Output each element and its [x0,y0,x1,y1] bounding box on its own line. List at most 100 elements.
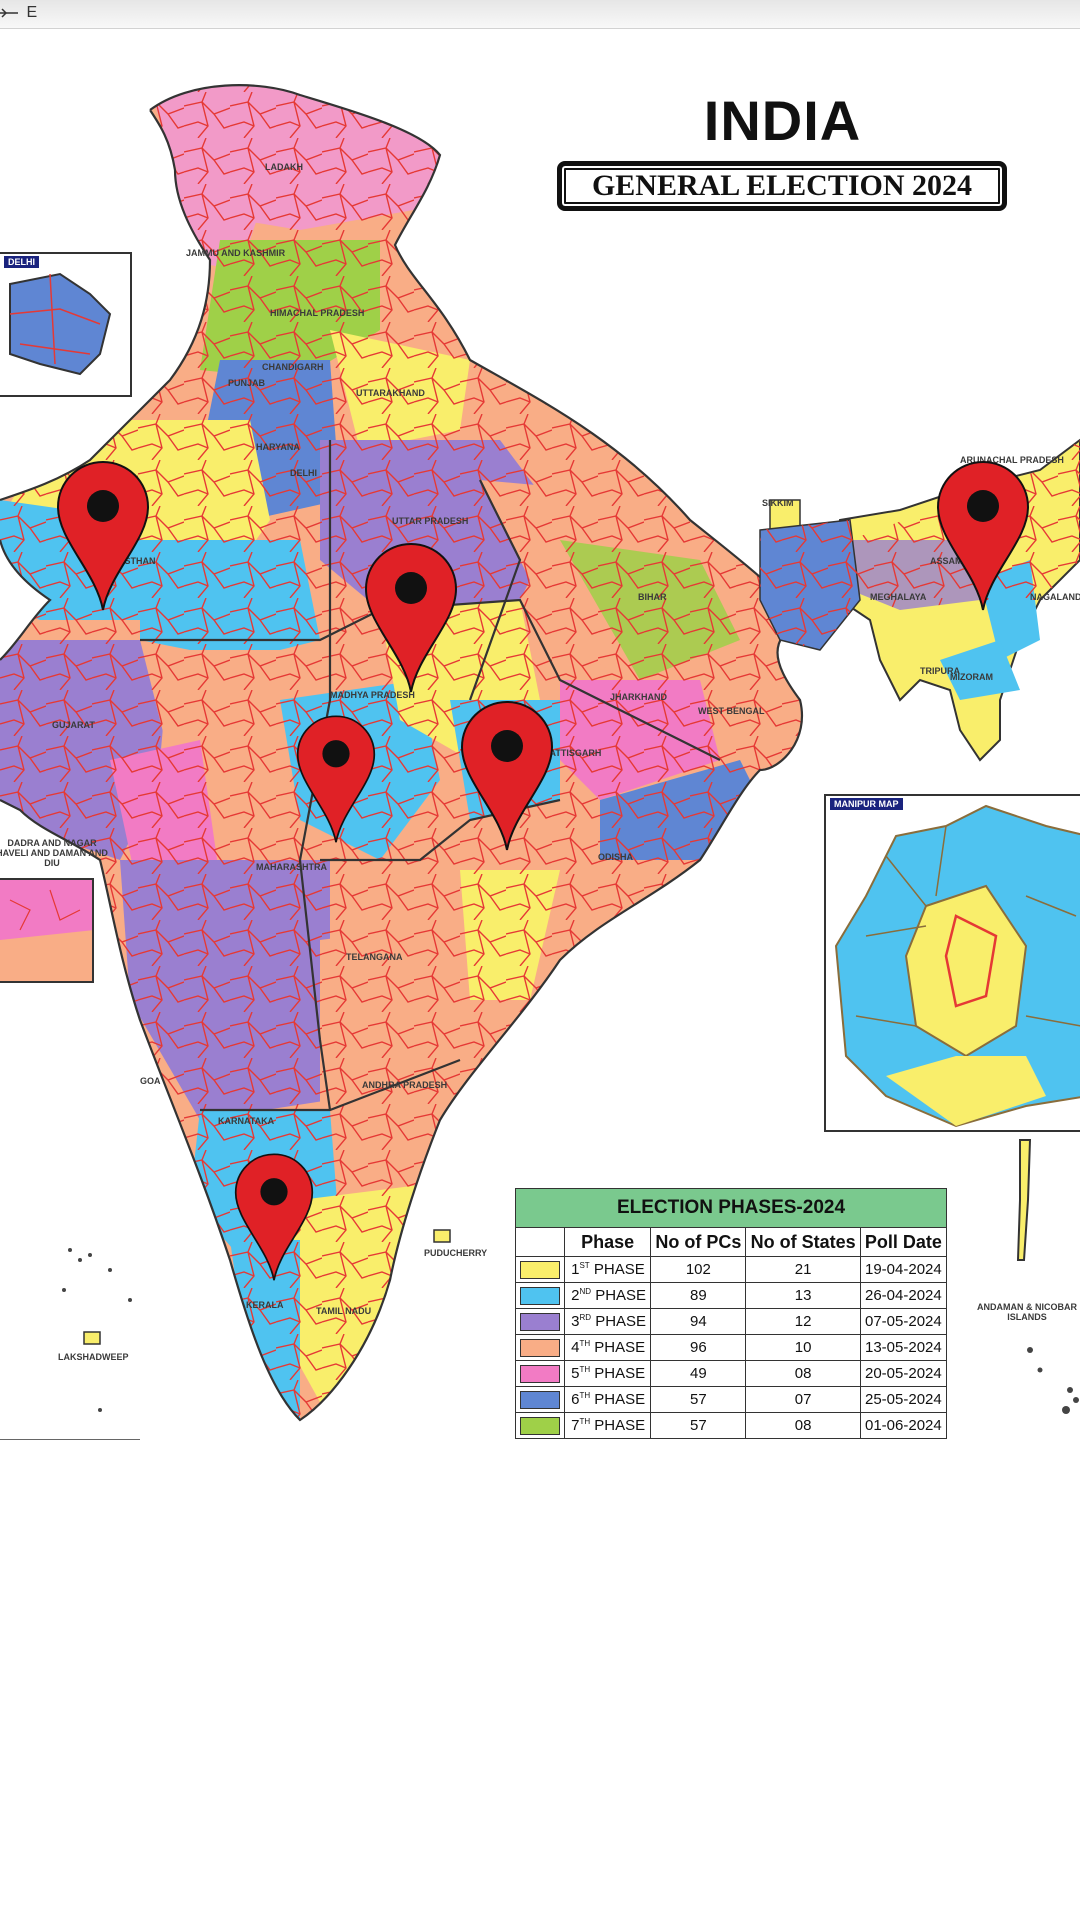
phase-pcs: 49 [650,1360,747,1387]
phase-number: 1 [571,1261,580,1278]
state-label-odisha: ODISHA [598,852,634,862]
phase-suffix: ND [579,1287,592,1296]
state-label-kerala: KERALA [246,1300,284,1310]
location-pin[interactable] [296,714,376,848]
state-label-delhi: DELHI [290,468,317,478]
table-row: 7TH PHASE 57 08 01-06-2024 [514,1412,948,1439]
phase-color-swatch [520,1260,561,1279]
empty-area [0,1440,1080,1920]
phase-number: 3 [571,1313,580,1330]
phase-color-cell [514,1412,566,1439]
phase-number: 7 [571,1417,580,1434]
phase-color-swatch [520,1416,561,1435]
phase-name-cell: 6TH PHASE [564,1386,652,1413]
phase-states: 13 [745,1282,861,1309]
table-header-row: Phase No of PCs No of States Poll Date [514,1227,948,1257]
state-label-lakshadweep: LAKSHADWEEP [58,1352,129,1362]
phase-name-cell: 3RD PHASE [564,1308,652,1335]
compass-letter: E [26,4,38,21]
phase-color-swatch [520,1364,561,1383]
state-label-maharashtra: MAHARASHTRA [256,862,327,872]
state-label-uttarakhand: UTTARAKHAND [356,388,425,398]
phase-label: PHASE [593,1261,645,1278]
manipur-inset: MANIPUR MAP [824,794,1080,1132]
phase-pcs: 94 [650,1308,747,1335]
manipur-inset-label: MANIPUR MAP [830,798,903,810]
phase-pcs: 96 [650,1334,747,1361]
state-label-uttar-pradesh: UTTAR PRADESH [392,516,469,526]
phase-suffix: TH [579,1417,591,1426]
phase-rows: 1ST PHASE 102 21 19-04-2024 2ND PHASE 89 13 26-… [514,1256,948,1439]
state-label-west-bengal: WEST BENGAL [698,706,765,716]
state-label-chhattisgarh: CHHATTISGARH [530,748,602,758]
table-row: 3RD PHASE 94 12 07-05-2024 [514,1308,948,1335]
location-pin[interactable] [364,542,458,698]
phase-name-cell: 7TH PHASE [564,1412,652,1439]
phase-label: PHASE [594,1417,646,1434]
state-label-himachal: HIMACHAL PRADESH [270,308,365,318]
state-label-meghalaya: MEGHALAYA [870,592,927,602]
state-label-nagaland: NAGALAND [1030,592,1080,602]
phase-suffix: TH [579,1391,591,1400]
table-row: 2ND PHASE 89 13 26-04-2024 [514,1282,948,1309]
state-label-madhya-pradesh: MADHYA PRADESH [330,690,415,700]
phase-color-swatch [520,1286,561,1305]
phase-label: PHASE [595,1287,647,1304]
phase-label: PHASE [595,1313,647,1330]
state-label-tripura: TRIPURA [920,666,960,676]
state-label-bihar: BIHAR [638,592,667,602]
map-subtitle: GENERAL ELECTION 2024 [557,161,1007,211]
state-label-jharkhand: JHARKHAND [610,692,668,702]
state-label-tamil-nadu: TAMIL NADU [316,1306,372,1316]
state-label-rajasthan: RAJASTHAN [100,556,156,566]
phase-label: PHASE [594,1391,646,1408]
state-label-telangana: TELANGANA [346,952,403,962]
phase-number: 5 [571,1365,580,1382]
phase-color-cell [514,1360,566,1387]
location-pin[interactable] [234,1152,314,1286]
phase-name-cell: 2ND PHASE [564,1282,652,1309]
location-pin[interactable] [936,460,1030,616]
dnh-dd-inset-map [0,880,92,981]
state-label-gujarat: GUJARAT [52,720,95,730]
phase-color-cell [514,1334,566,1361]
location-pin[interactable] [56,460,150,616]
header-swatch [514,1227,566,1257]
phase-states: 10 [745,1334,861,1361]
map-title: INDIA [703,89,862,152]
top-bar: E [0,0,1080,29]
state-label-punjab: PUNJAB [228,378,266,388]
phase-date: 01-06-2024 [859,1412,948,1439]
state-label-dnh-dd: DADRA AND NAGAR HAVELI AND DAMAN AND DIU [0,838,108,868]
delhi-inset-label: DELHI [4,256,39,268]
phase-color-swatch [520,1312,561,1331]
state-label-andhra: ANDHRA PRADESH [362,1080,448,1090]
phase-name-cell: 5TH PHASE [564,1360,652,1387]
phase-name-cell: 1ST PHASE [564,1256,652,1283]
phase-date: 07-05-2024 [859,1308,948,1335]
header-pcs: No of PCs [650,1227,747,1257]
location-pin[interactable] [460,700,554,856]
delhi-inset-map [9,272,112,376]
phase-date: 26-04-2024 [859,1282,948,1309]
table-row: 1ST PHASE 102 21 19-04-2024 [514,1256,948,1283]
manipur-inset-map [834,804,1080,1128]
phase-states: 07 [745,1386,861,1413]
phase-pcs: 57 [650,1412,747,1439]
dnh-dd-inset [0,878,94,983]
state-label-assam: ASSAM [930,556,963,566]
phase-states: 12 [745,1308,861,1335]
state-label-goa: GOA [140,1076,161,1086]
state-label-puducherry: PUDUCHERRY [424,1248,488,1258]
table-caption-row: ELECTION PHASES-2024 [515,1188,947,1228]
puducherry-marker [433,1229,451,1243]
election-phases-table: ELECTION PHASES-2024 Phase No of PCs No … [514,1188,948,1439]
phase-number: 2 [571,1287,580,1304]
state-label-ladakh: LADAKH [265,162,303,172]
phase-number: 6 [571,1391,580,1408]
compass-arrow-icon [0,8,18,18]
state-label-arunachal: ARUNACHAL PRADESH [960,455,1064,465]
phase-name-cell: 4TH PHASE [564,1334,652,1361]
phase-suffix: TH [579,1365,591,1374]
table-row: 5TH PHASE 49 08 20-05-2024 [514,1360,948,1387]
